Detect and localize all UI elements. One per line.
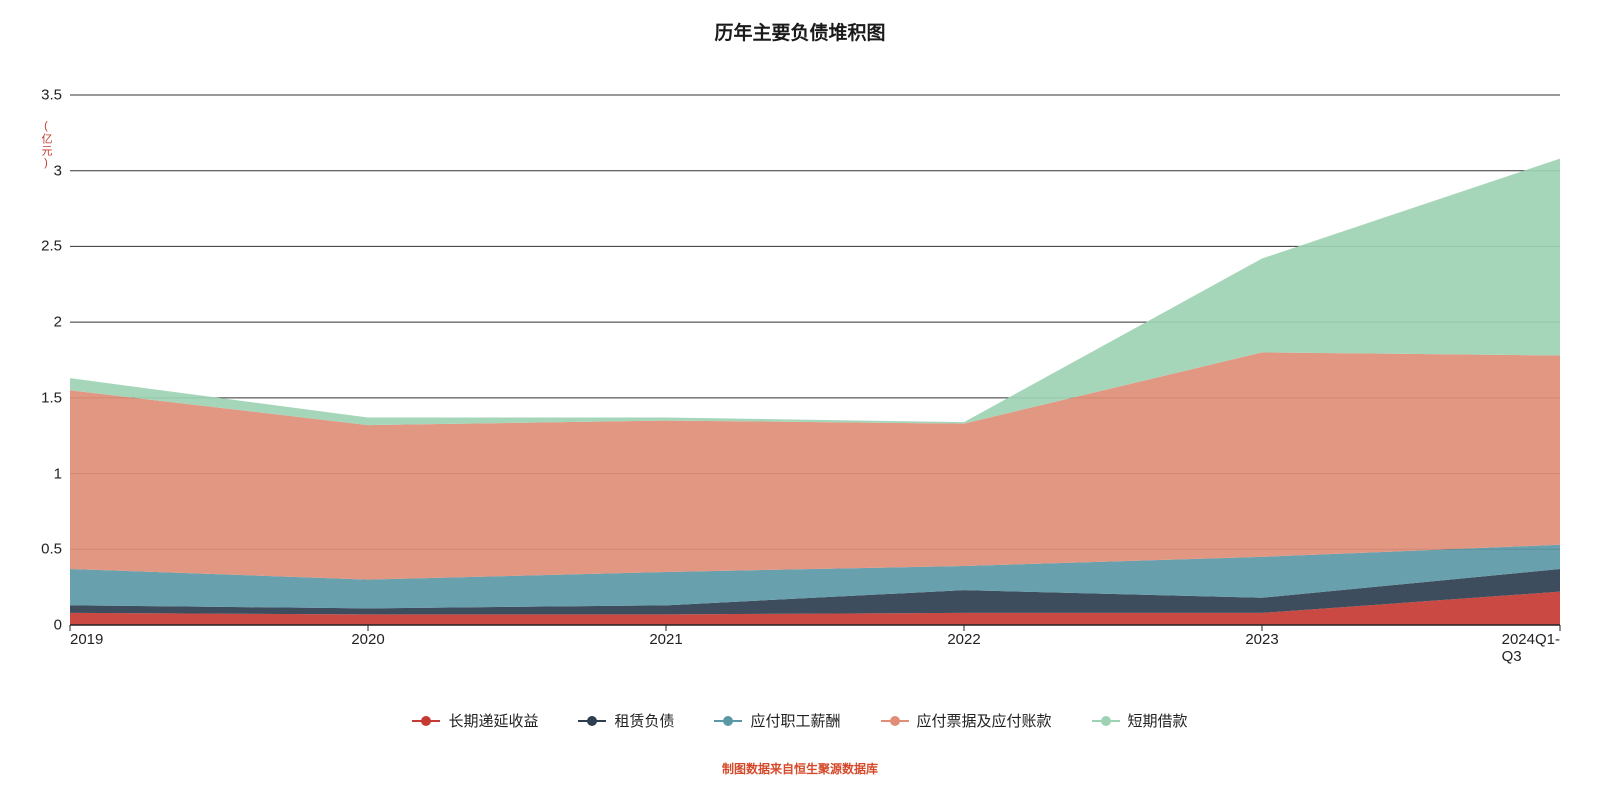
ytick-label: 3: [54, 162, 62, 179]
xtick-label: 2020: [351, 631, 384, 648]
ytick-label: 2: [54, 314, 62, 331]
ytick-label: 3.5: [41, 87, 62, 104]
plot-svg: [70, 95, 1560, 625]
legend-label: 短期借款: [1128, 710, 1188, 731]
xtick-label: 2024Q1-Q3: [1502, 631, 1560, 665]
xtick-label: 2023: [1245, 631, 1278, 648]
xtick-label: 2019: [70, 631, 103, 648]
legend-item: 短期借款: [1092, 710, 1188, 731]
legend-item: 应付票据及应付账款: [881, 710, 1052, 731]
legend-item: 长期递延收益: [412, 710, 538, 731]
ytick-label: 1: [54, 465, 62, 482]
legend-item: 租赁负债: [578, 710, 674, 731]
legend-label: 长期递延收益: [448, 710, 538, 731]
chart-title: 历年主要负债堆积图: [0, 0, 1600, 45]
legend-marker: [1092, 720, 1120, 722]
legend-label: 应付票据及应付账款: [917, 710, 1052, 731]
ytick-label: 1.5: [41, 389, 62, 406]
legend: 长期递延收益 租赁负债 应付职工薪酬 应付票据及应付账款 短期借款: [0, 710, 1600, 731]
legend-marker: [881, 720, 909, 722]
legend-marker: [578, 720, 606, 722]
legend-label: 应付职工薪酬: [750, 710, 840, 731]
source-note: 制图数据来自恒生聚源数据库: [0, 760, 1600, 777]
xtick-label: 2022: [947, 631, 980, 648]
plot-area: 00.511.522.533.5201920202021202220232024…: [70, 95, 1560, 625]
legend-marker: [714, 720, 742, 722]
ytick-label: 2.5: [41, 238, 62, 255]
legend-label: 租赁负债: [614, 710, 674, 731]
xtick-label: 2021: [649, 631, 682, 648]
legend-marker: [412, 720, 440, 722]
chart-container: 历年主要负债堆积图 (亿元) 00.511.522.533.5201920202…: [0, 0, 1600, 800]
legend-item: 应付职工薪酬: [714, 710, 840, 731]
yaxis-unit-label: (亿元): [38, 120, 54, 170]
ytick-label: 0.5: [41, 541, 62, 558]
ytick-label: 0: [54, 617, 62, 634]
